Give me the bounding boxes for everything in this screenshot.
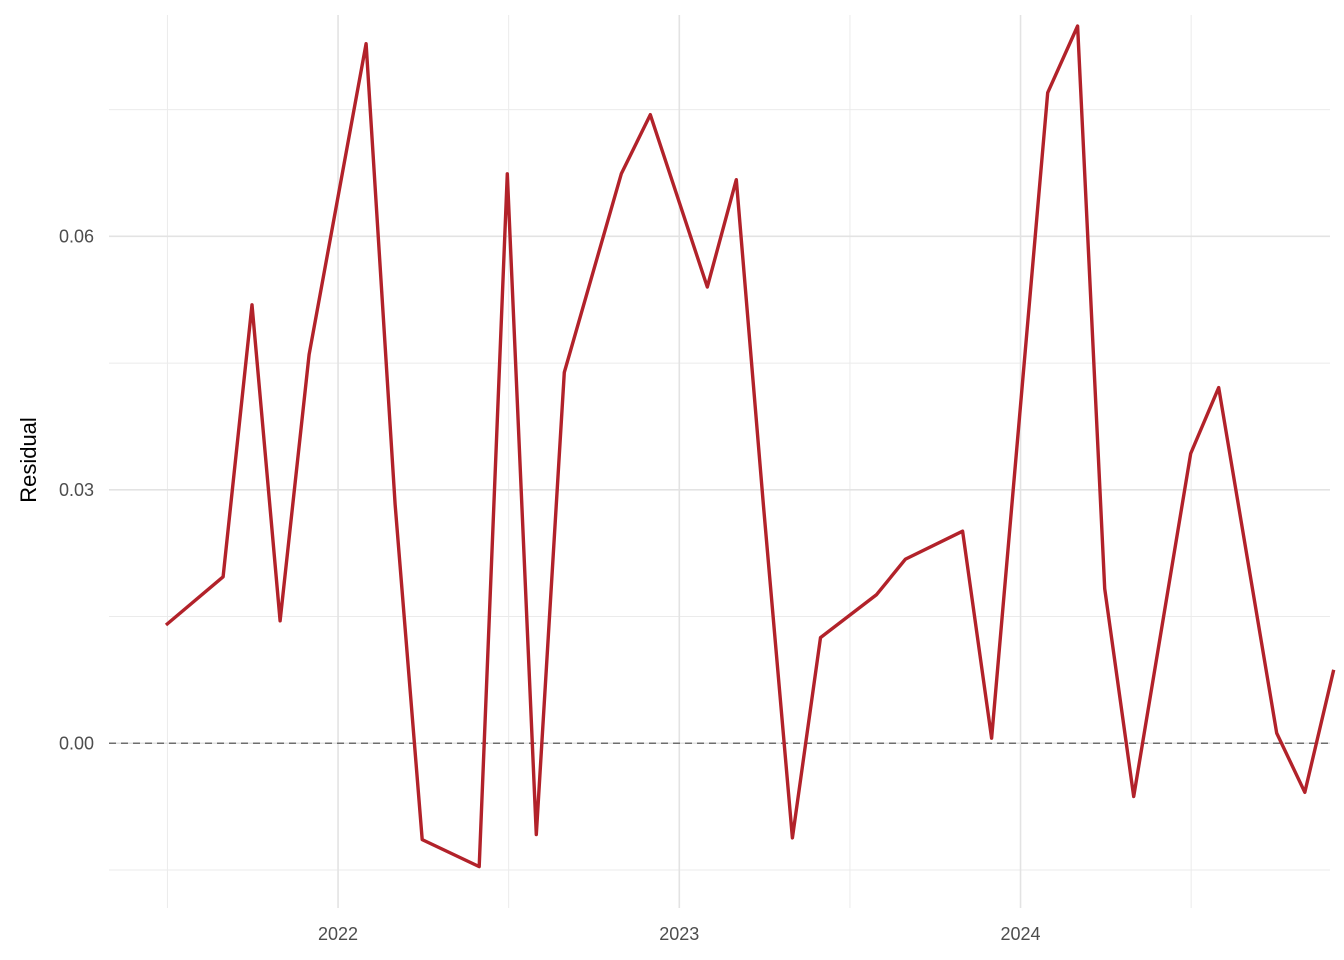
y-tick-label: 0.03 <box>59 480 94 500</box>
series-line-0 <box>164 24 1336 869</box>
x-tick-labels: 2022 2023 2024 <box>318 924 1041 944</box>
y-tick-label: 0.06 <box>59 226 94 246</box>
x-tick-label: 2024 <box>1001 924 1041 944</box>
major-gridlines <box>109 15 1330 908</box>
y-axis-title: Residual <box>16 417 41 503</box>
y-tick-label: 0.00 <box>59 733 94 753</box>
minor-gridlines <box>109 15 1330 908</box>
series-group <box>164 24 1336 869</box>
y-tick-labels: 0.00 0.03 0.06 <box>59 226 94 753</box>
x-tick-label: 2023 <box>659 924 699 944</box>
x-tick-label: 2022 <box>318 924 358 944</box>
